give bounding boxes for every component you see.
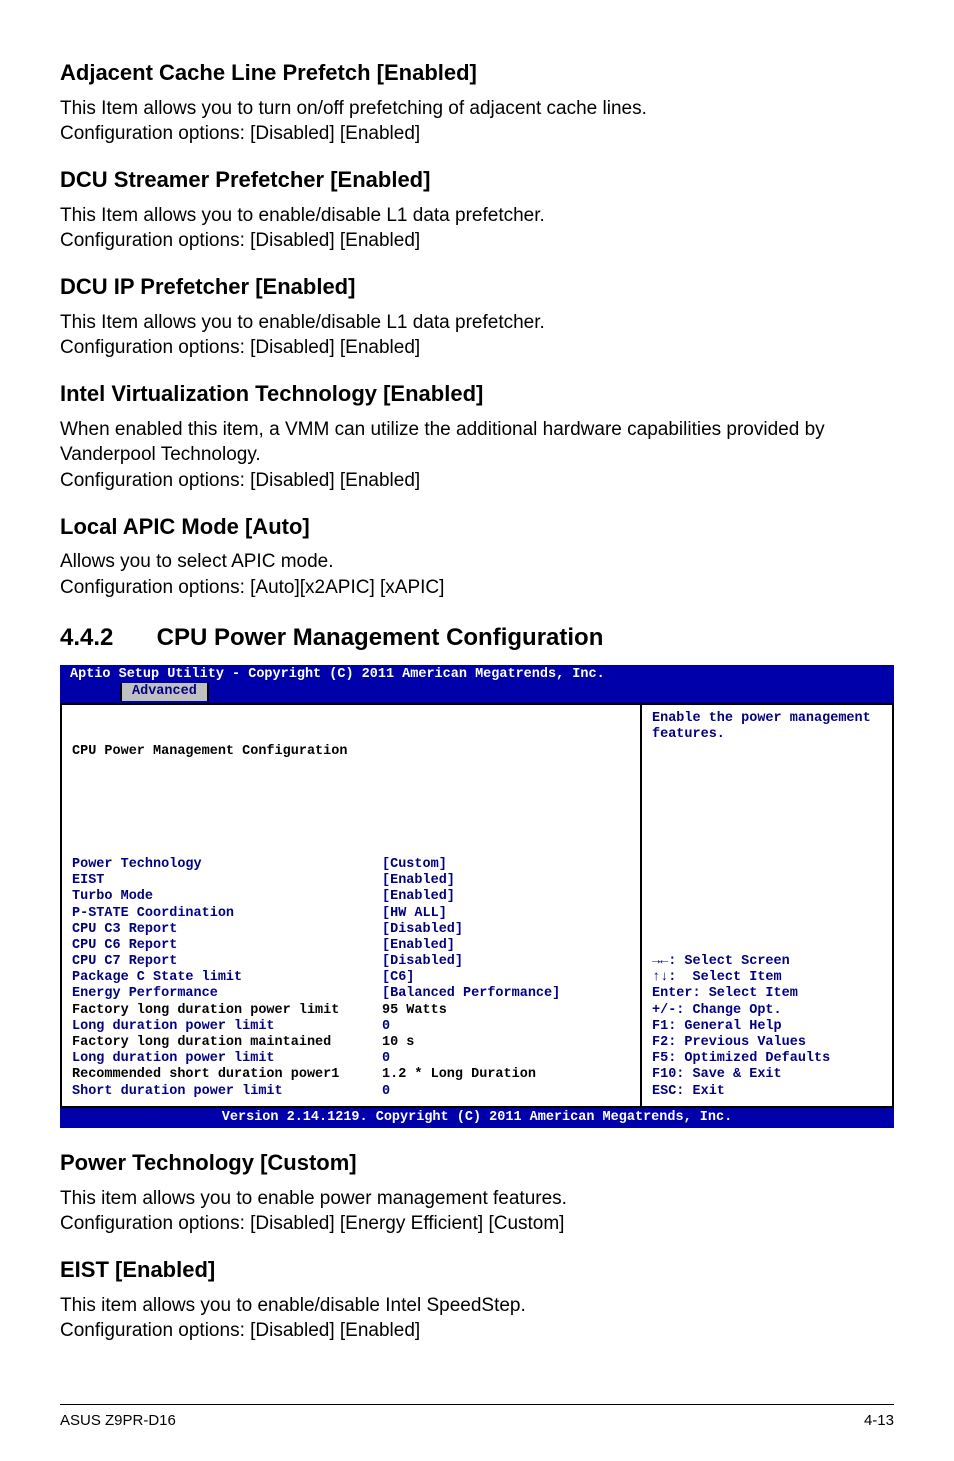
heading-power-technology: Power Technology [Custom] — [60, 1148, 894, 1178]
bios-setting-label: EIST — [72, 873, 382, 889]
heading-dcu-streamer: DCU Streamer Prefetcher [Enabled] — [60, 165, 894, 195]
heading-eist: EIST [Enabled] — [60, 1255, 894, 1285]
bios-setting-value: [Balanced Performance] — [382, 986, 560, 1002]
footer-model: ASUS Z9PR-D16 — [60, 1411, 176, 1431]
body-eist: This item allows you to enable/disable I… — [60, 1293, 894, 1344]
bios-setting-row[interactable]: Recommended short duration power11.2 * L… — [72, 1067, 630, 1083]
bios-setting-row[interactable]: Long duration power limit0 — [72, 1051, 630, 1067]
page-footer: ASUS Z9PR-D16 4-13 — [60, 1404, 894, 1431]
bios-setting-value: 95 Watts — [382, 1003, 447, 1019]
bios-setting-row[interactable]: CPU C3 Report[Disabled] — [72, 922, 630, 938]
bios-setting-label: Short duration power limit — [72, 1084, 382, 1100]
bios-setting-row[interactable]: EIST[Enabled] — [72, 873, 630, 889]
bios-setting-value: 0 — [382, 1084, 390, 1100]
bios-setting-row[interactable]: Power Technology[Custom] — [72, 857, 630, 873]
bios-setting-value: [Disabled] — [382, 954, 463, 970]
bios-setting-value: 10 s — [382, 1035, 414, 1051]
bios-setting-row[interactable]: Factory long duration maintained10 s — [72, 1035, 630, 1051]
body-apic: Allows you to select APIC mode.Configura… — [60, 549, 894, 600]
bios-setting-label: CPU C7 Report — [72, 954, 382, 970]
bios-setting-value: [Enabled] — [382, 938, 455, 954]
bios-setting-row[interactable]: CPU C7 Report[Disabled] — [72, 954, 630, 970]
bios-footer: Version 2.14.1219. Copyright (C) 2011 Am… — [60, 1108, 894, 1128]
body-power-technology: This item allows you to enable power man… — [60, 1186, 894, 1237]
bios-setting-label: Energy Performance — [72, 986, 382, 1002]
bios-setting-value: [Enabled] — [382, 889, 455, 905]
bios-setting-value: 0 — [382, 1019, 390, 1035]
bios-setting-row[interactable]: Short duration power limit0 — [72, 1084, 630, 1100]
bios-setting-row[interactable]: Long duration power limit0 — [72, 1019, 630, 1035]
bios-setting-value: [C6] — [382, 970, 414, 986]
bios-setting-value: 1.2 * Long Duration — [382, 1067, 536, 1083]
bios-setting-label: Power Technology — [72, 857, 382, 873]
bios-settings-pane: CPU Power Management Configuration Power… — [62, 705, 642, 1106]
bios-setting-row[interactable]: CPU C6 Report[Enabled] — [72, 938, 630, 954]
bios-help-text: Enable the power management features. — [652, 711, 882, 743]
body-ivt: When enabled this item, a VMM can utiliz… — [60, 417, 894, 494]
body-acl: This Item allows you to turn on/off pref… — [60, 96, 894, 147]
bios-blank-row — [72, 792, 630, 808]
bios-setting-row[interactable]: Energy Performance[Balanced Performance] — [72, 986, 630, 1002]
footer-pagenum: 4-13 — [864, 1411, 894, 1431]
bios-setting-value: [HW ALL] — [382, 906, 447, 922]
bios-help-pane: Enable the power management features. →←… — [642, 705, 892, 1106]
heading-apic: Local APIC Mode [Auto] — [60, 512, 894, 542]
heading-acl: Adjacent Cache Line Prefetch [Enabled] — [60, 58, 894, 88]
bios-tab-row: Advanced — [60, 683, 894, 703]
heading-dcu-ip: DCU IP Prefetcher [Enabled] — [60, 272, 894, 302]
bios-tab-advanced[interactable]: Advanced — [120, 683, 209, 701]
bios-setting-value: [Custom] — [382, 857, 447, 873]
body-dcu-streamer: This Item allows you to enable/disable L… — [60, 203, 894, 254]
bios-setting-row[interactable]: P-STATE Coordination[HW ALL] — [72, 906, 630, 922]
bios-setting-label: P-STATE Coordination — [72, 906, 382, 922]
bios-setting-label: Package C State limit — [72, 970, 382, 986]
bios-setting-label: Factory long duration maintained — [72, 1035, 382, 1051]
chapter-title: CPU Power Management Configuration — [157, 624, 604, 651]
bios-group-title: CPU Power Management Configuration — [72, 744, 630, 760]
bios-setting-row[interactable]: Package C State limit[C6] — [72, 970, 630, 986]
heading-ivt: Intel Virtualization Technology [Enabled… — [60, 379, 894, 409]
bios-setting-label: CPU C3 Report — [72, 922, 382, 938]
bios-setting-label: Recommended short duration power1 — [72, 1067, 382, 1083]
chapter-number: 4.4.2 — [60, 622, 150, 654]
bios-setting-label: CPU C6 Report — [72, 938, 382, 954]
bios-setting-value: [Enabled] — [382, 873, 455, 889]
bios-screenshot: Aptio Setup Utility - Copyright (C) 2011… — [60, 665, 894, 1128]
bios-setting-label: Long duration power limit — [72, 1019, 382, 1035]
chapter-heading: 4.4.2 CPU Power Management Configuration — [60, 622, 894, 654]
bios-setting-label: Long duration power limit — [72, 1051, 382, 1067]
bios-setting-row[interactable]: Factory long duration power limit95 Watt… — [72, 1003, 630, 1019]
bios-setting-label: Factory long duration power limit — [72, 1003, 382, 1019]
body-dcu-ip: This Item allows you to enable/disable L… — [60, 310, 894, 361]
bios-setting-value: 0 — [382, 1051, 390, 1067]
bios-body: CPU Power Management Configuration Power… — [60, 703, 894, 1108]
bios-setting-label: Turbo Mode — [72, 889, 382, 905]
bios-setting-row[interactable]: Turbo Mode[Enabled] — [72, 889, 630, 905]
bios-nav-keys: →←: Select Screen ↑↓: Select Item Enter:… — [652, 954, 882, 1100]
bios-setting-value: [Disabled] — [382, 922, 463, 938]
bios-header: Aptio Setup Utility - Copyright (C) 2011… — [60, 665, 894, 683]
